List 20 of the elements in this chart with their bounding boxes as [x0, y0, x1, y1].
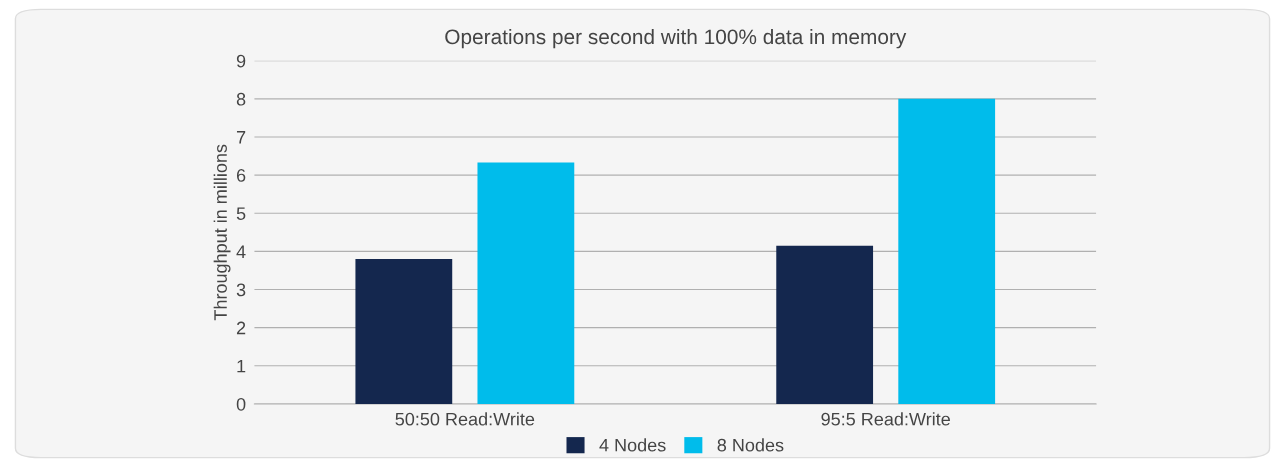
legend-label: 4 Nodes — [599, 438, 666, 452]
bar — [898, 98, 996, 404]
x-tick-label: 95:5 Read:Write — [821, 412, 950, 426]
bar — [355, 259, 453, 404]
bar — [776, 245, 874, 404]
y-tick-label: 1 — [237, 359, 246, 373]
y-tick-label: 0 — [236, 397, 246, 411]
y-axis-title: Throughput in millions — [213, 144, 231, 321]
y-tick-label: 2 — [236, 321, 246, 335]
chart-title: Operations per second with 100% data in memory — [445, 28, 907, 49]
y-tick-label: 8 — [236, 92, 246, 106]
bar — [477, 162, 575, 404]
x-tick-label: 50:50 Read:Write — [395, 412, 535, 426]
y-tick-label: 4 — [236, 245, 246, 258]
y-tick-label: 9 — [236, 54, 246, 68]
y-tick-label: 7 — [236, 131, 246, 144]
y-tick-label: 6 — [236, 169, 246, 182]
legend-label: 8 Nodes — [717, 438, 784, 452]
y-tick-label: 5 — [236, 207, 246, 220]
y-tick-label: 3 — [236, 283, 246, 297]
